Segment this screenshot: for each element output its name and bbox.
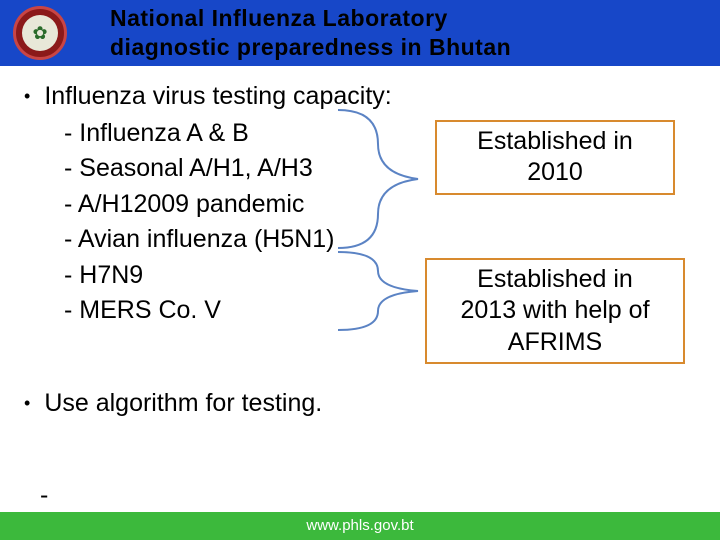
footer-bar: www.phls.gov.bt <box>0 512 720 540</box>
callout-line: AFRIMS <box>508 328 602 356</box>
bullet-text: Influenza virus testing capacity: <box>44 80 391 114</box>
trailing-dash: - <box>40 481 48 510</box>
emblem-logo: ✿ <box>13 6 67 60</box>
content-area: • Influenza virus testing capacity: - In… <box>0 66 720 421</box>
callout-line: 2013 with help of <box>460 296 649 324</box>
title-line-2: diagnostic preparedness in Bhutan <box>110 34 511 60</box>
callout-line: 2010 <box>527 158 583 186</box>
sub-item: - Avian influenza (H5N1) <box>64 222 720 258</box>
bullet-marker: • <box>24 86 30 107</box>
callout-box-2013: Established in 2013 with help of AFRIMS <box>425 258 685 364</box>
header: ✿ National Influenza Laboratory diagnost… <box>0 0 720 66</box>
slide-title: National Influenza Laboratory diagnostic… <box>110 4 511 62</box>
logo-container: ✿ <box>0 0 80 66</box>
bullet-text: Use algorithm for testing. <box>44 387 322 421</box>
bullet-item: • Influenza virus testing capacity: <box>24 80 720 114</box>
emblem-inner: ✿ <box>22 15 58 51</box>
callout-box-2010: Established in 2010 <box>435 120 675 195</box>
bullet-item: • Use algorithm for testing. <box>24 387 720 421</box>
bullet-marker: • <box>24 393 30 414</box>
title-line-1: National Influenza Laboratory <box>110 5 448 31</box>
title-bar: National Influenza Laboratory diagnostic… <box>80 0 720 66</box>
callout-line: Established in <box>477 127 633 155</box>
footer-url: www.phls.gov.bt <box>306 517 413 534</box>
callout-line: Established in <box>477 265 633 293</box>
